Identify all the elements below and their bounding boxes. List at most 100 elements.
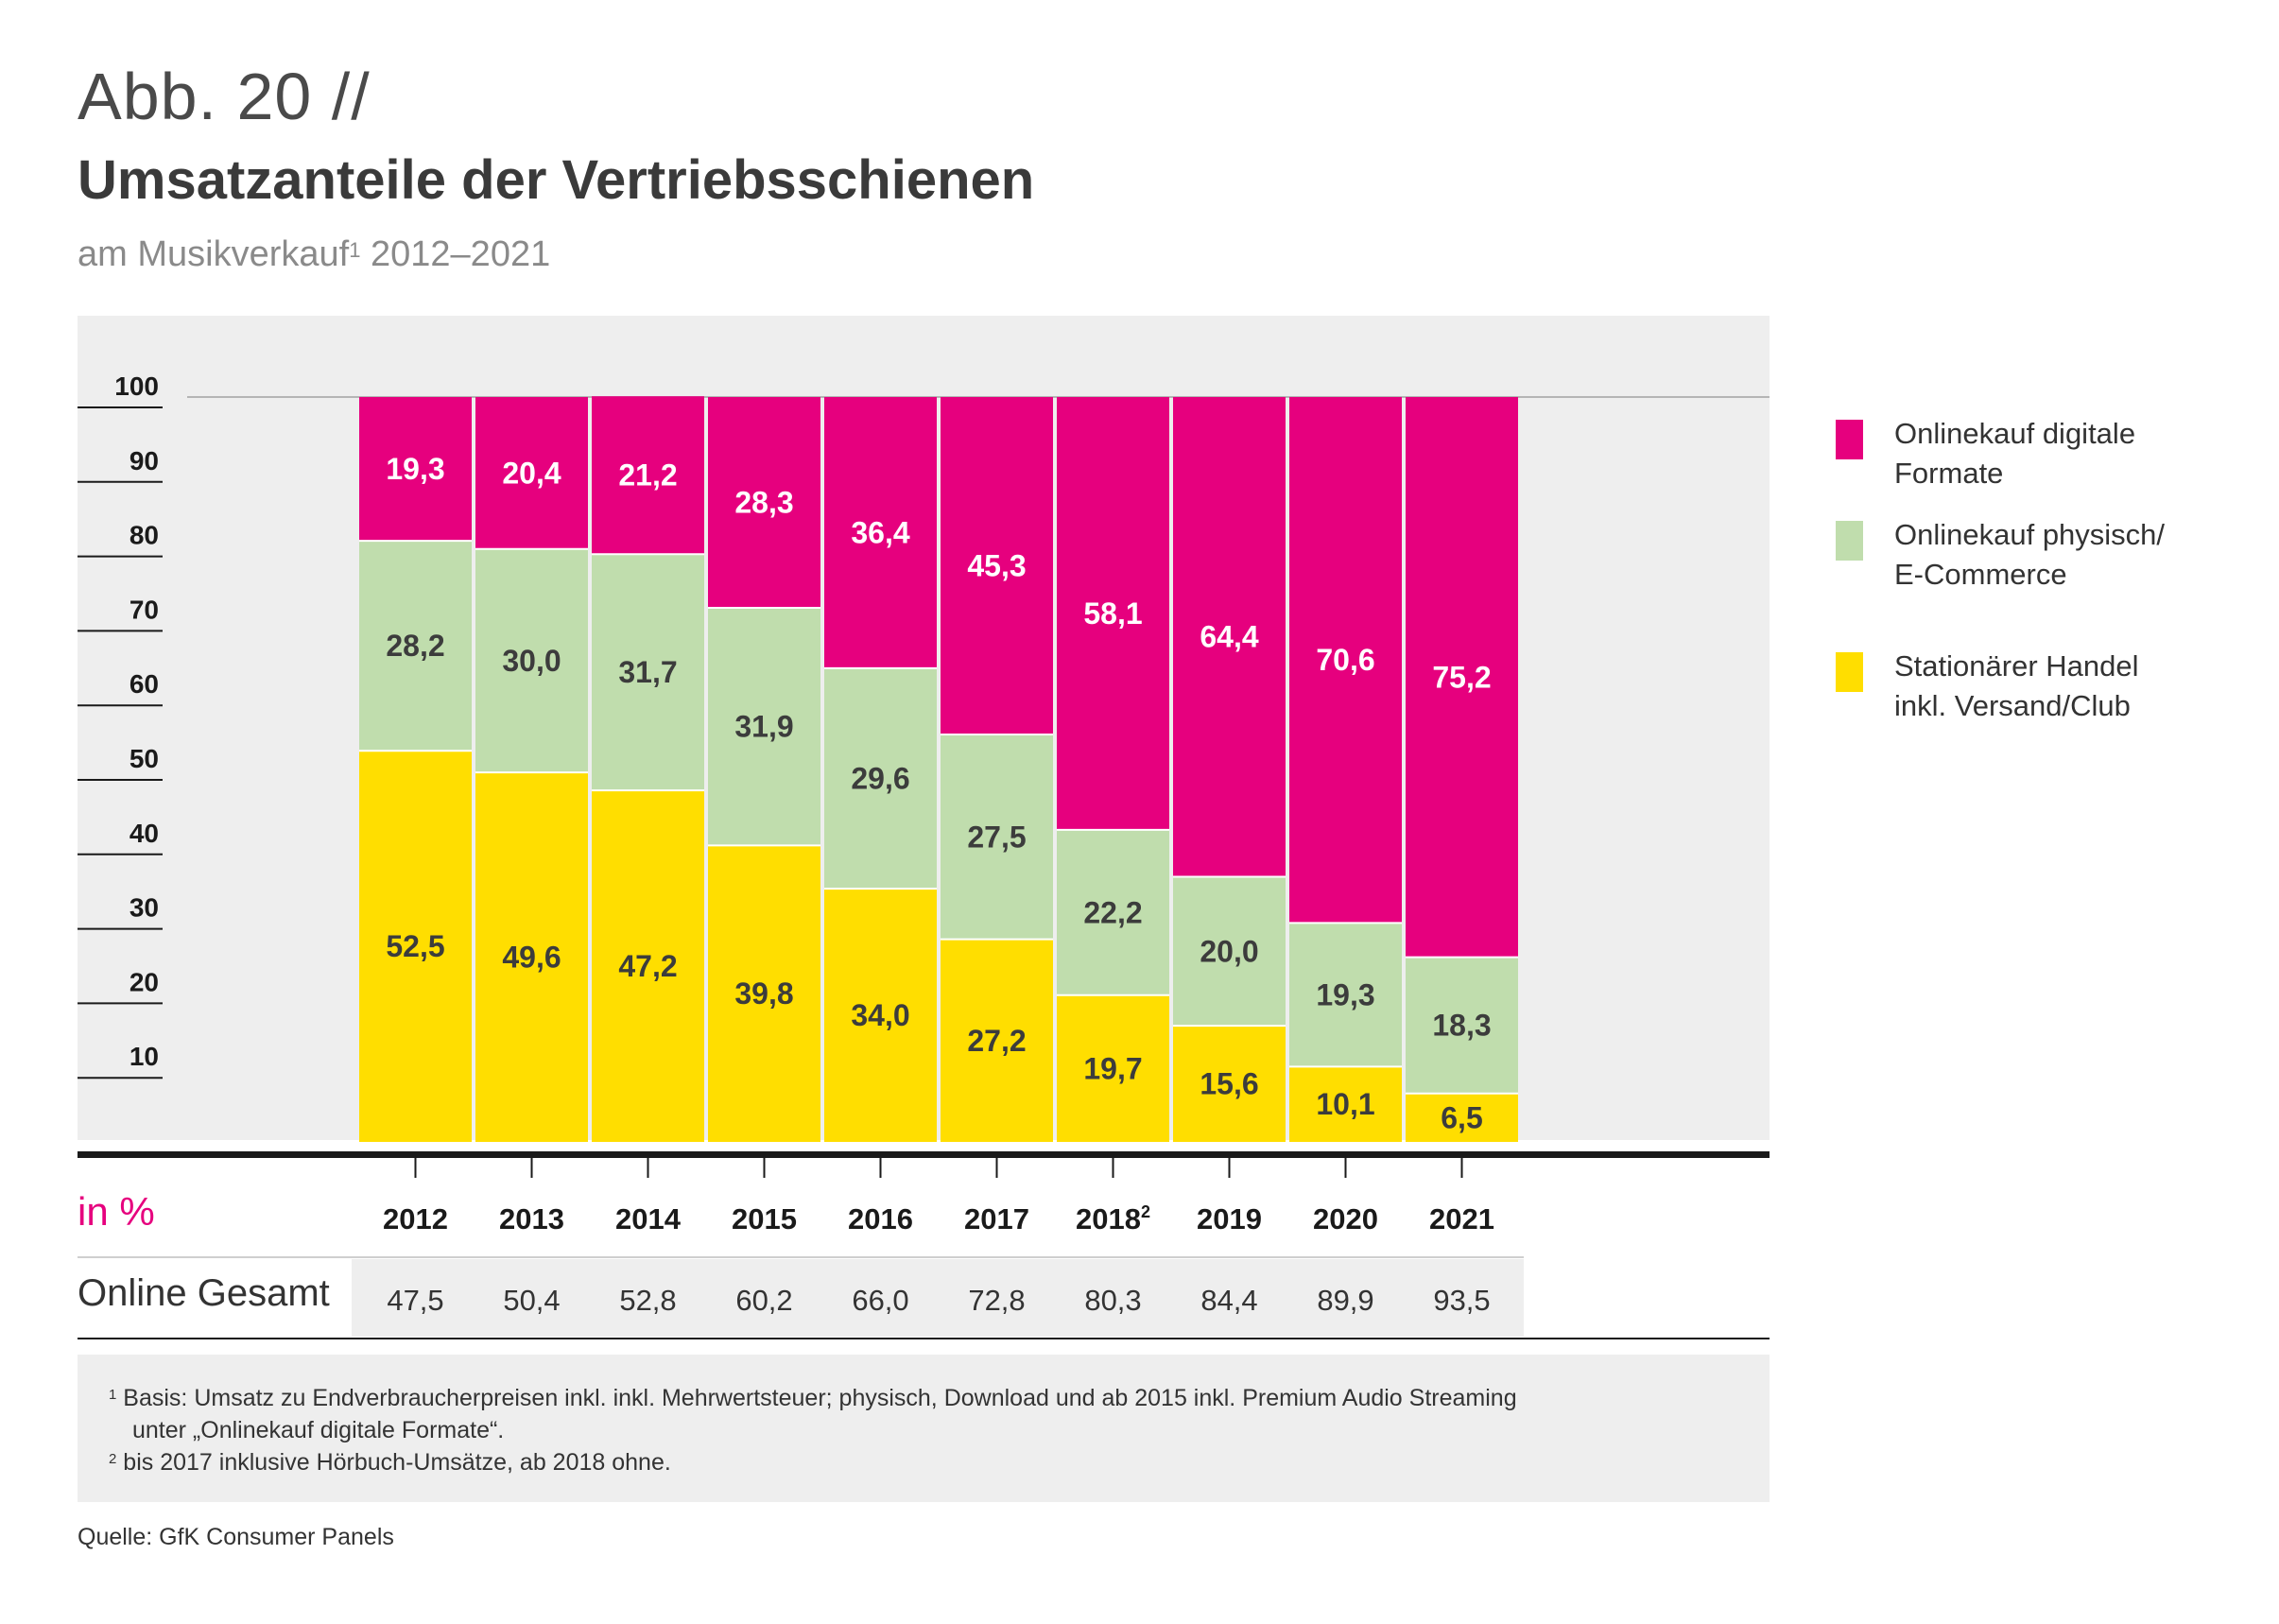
bar-segment [1057,397,1169,830]
data-label: 10,1 [1316,1087,1374,1121]
footnote-1-text: Basis: Umsatz zu Endverbraucherpreisen i… [123,1385,1517,1411]
footnote-2: 2 bis 2017 inklusive Hörbuch-Umsätze, ab… [109,1449,671,1477]
bar-segment [475,548,588,773]
footnote-2-marker: 2 [109,1451,117,1467]
data-label: 21,2 [618,458,677,492]
legend-label-digital: Onlinekauf digitale Formate [1894,417,2136,490]
data-label: 58,1 [1083,596,1142,631]
data-label: 27,5 [967,820,1026,854]
data-label: 34,0 [851,998,909,1032]
data-label: 36,4 [851,515,909,549]
bar-segment [824,667,937,890]
online-total-value: 50,4 [503,1284,560,1317]
source-note: Quelle: GfK Consumer Panels [78,1524,394,1550]
footnote-2-text: bis 2017 inklusive Hörbuch-Umsätze, ab 2… [123,1449,671,1476]
bar-segment [1289,397,1402,924]
data-label: 45,3 [967,548,1026,582]
bar-segment [592,790,704,1142]
x-tick-label: 2021 [1429,1202,1494,1235]
online-total-value: 93,5 [1433,1284,1490,1317]
x-tick-label: 2014 [615,1202,682,1235]
y-tick-label: 20 [129,967,159,996]
bar-segment [359,751,472,1142]
figure-number: Abb. 20 // [78,60,371,133]
bar-segment [941,397,1053,734]
x-tick-label: 20182 [1076,1202,1150,1235]
data-label: 29,6 [851,761,909,795]
x-tick-label: 2012 [383,1202,448,1235]
bar-segment [592,396,704,555]
bar-segment [359,397,472,542]
bar-segment [824,397,937,668]
online-total-value: 52,8 [619,1284,676,1317]
bar-segment [941,734,1053,940]
data-label: 28,2 [386,629,444,663]
x-tick-label: 2019 [1197,1202,1262,1235]
y-tick-label: 100 [114,371,159,401]
bar-segment [941,939,1053,1142]
data-label: 15,6 [1200,1067,1258,1101]
footnote-box [78,1355,1770,1502]
y-tick-label: 90 [129,446,159,475]
data-label: 49,6 [502,941,561,975]
y-tick-label: 40 [129,819,159,848]
bar-segment [708,845,820,1142]
online-total-value: 66,0 [852,1284,908,1317]
subtitle-footnote-marker: 1 [349,238,361,262]
data-label: 19,3 [1316,977,1374,1011]
data-label: 20,4 [502,456,561,490]
data-label: 39,8 [734,976,793,1011]
bar-segment [708,608,820,846]
bar-segment [1173,876,1286,1027]
data-label: 31,9 [734,710,793,744]
y-tick-label: 50 [129,744,159,773]
bar-segment [359,541,472,752]
x-tick-footnote-marker: 2 [1141,1202,1150,1221]
bar-segment [1057,829,1169,995]
x-tick-label: 2015 [732,1202,797,1235]
data-label: 30,0 [502,644,561,678]
data-label: 27,2 [967,1024,1026,1058]
y-tick-label: 10 [129,1042,159,1071]
bar-segment [1057,994,1169,1142]
legend-swatch-physical-online [1836,521,1863,561]
bar-segment [824,889,937,1142]
online-total-band [352,1259,1524,1337]
data-label: 19,7 [1083,1051,1142,1085]
data-label: 75,2 [1432,660,1491,694]
bar-segment [1173,397,1286,877]
chart-subtitle: am Musikverkauf1 2012–2021 [78,234,550,275]
x-tick-label: 2020 [1313,1202,1378,1235]
bar-segment [1406,1093,1518,1142]
y-tick-label: 70 [129,595,159,624]
x-tick-label: 2016 [848,1202,913,1235]
bar-segment [1406,397,1518,958]
legend-swatch-digital [1836,420,1863,459]
online-total-row-label: Online Gesamt [78,1272,330,1314]
data-label: 31,7 [618,655,677,689]
data-label: 70,6 [1316,643,1374,677]
y-tick-label: 80 [129,521,159,550]
data-label: 28,3 [734,486,793,520]
bar-segment [1173,1026,1286,1142]
data-label: 20,0 [1200,934,1258,968]
data-label: 6,5 [1441,1100,1482,1134]
x-axis-baseline [78,1151,1770,1158]
unit-label: in % [78,1189,155,1234]
online-total-value: 47,5 [387,1284,443,1317]
footnote-1-marker: 1 [109,1387,117,1403]
legend-swatch-retail [1836,652,1863,692]
data-label: 18,3 [1432,1009,1491,1043]
online-total-value: 89,9 [1317,1284,1373,1317]
bar-segment [1289,923,1402,1067]
bar-segment [708,397,820,609]
data-label: 52,5 [386,929,444,963]
footnote-1: 1 Basis: Umsatz zu Endverbraucherpreisen… [109,1385,1517,1412]
data-label: 64,4 [1200,620,1258,654]
chart-title: Umsatzanteile der Vertriebsschienen [78,149,1035,211]
online-total-value: 80,3 [1084,1284,1141,1317]
data-label: 47,2 [618,949,677,983]
online-total-value: 60,2 [735,1284,792,1317]
x-tick-label: 2013 [499,1202,564,1235]
